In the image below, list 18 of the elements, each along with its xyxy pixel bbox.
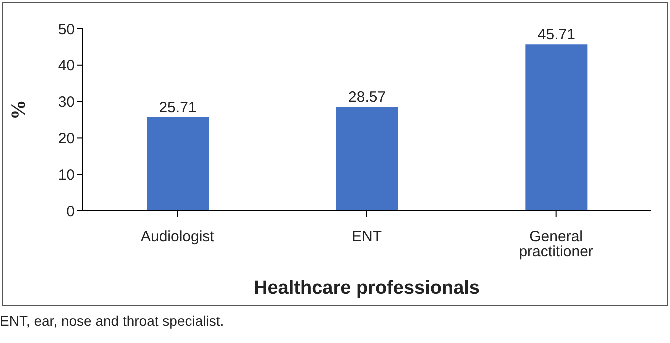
y-tick-label: 50 bbox=[58, 21, 75, 38]
y-tick-label: 10 bbox=[58, 166, 75, 184]
x-tick-label: ENT bbox=[352, 228, 382, 246]
data-label: 25.71 bbox=[159, 99, 197, 116]
x-tick-label: General practitioner bbox=[519, 228, 594, 261]
y-tick-label: 30 bbox=[58, 94, 75, 112]
y-axis-title: % bbox=[8, 100, 30, 120]
y-tick-label: 40 bbox=[58, 58, 75, 75]
text: ENT, ear, nose and throat specialist. bbox=[0, 313, 224, 329]
data-label: 28.57 bbox=[348, 89, 386, 106]
bar bbox=[147, 117, 209, 211]
y-tick-label: 0 bbox=[66, 203, 75, 220]
data-label: 45.71 bbox=[538, 26, 576, 44]
x-tick-label: Audiologist bbox=[140, 228, 216, 246]
bar bbox=[526, 44, 588, 211]
y-tick-label: 20 bbox=[58, 130, 75, 148]
bar bbox=[336, 107, 398, 211]
x-axis-title: Healthcare professionals bbox=[254, 278, 480, 299]
